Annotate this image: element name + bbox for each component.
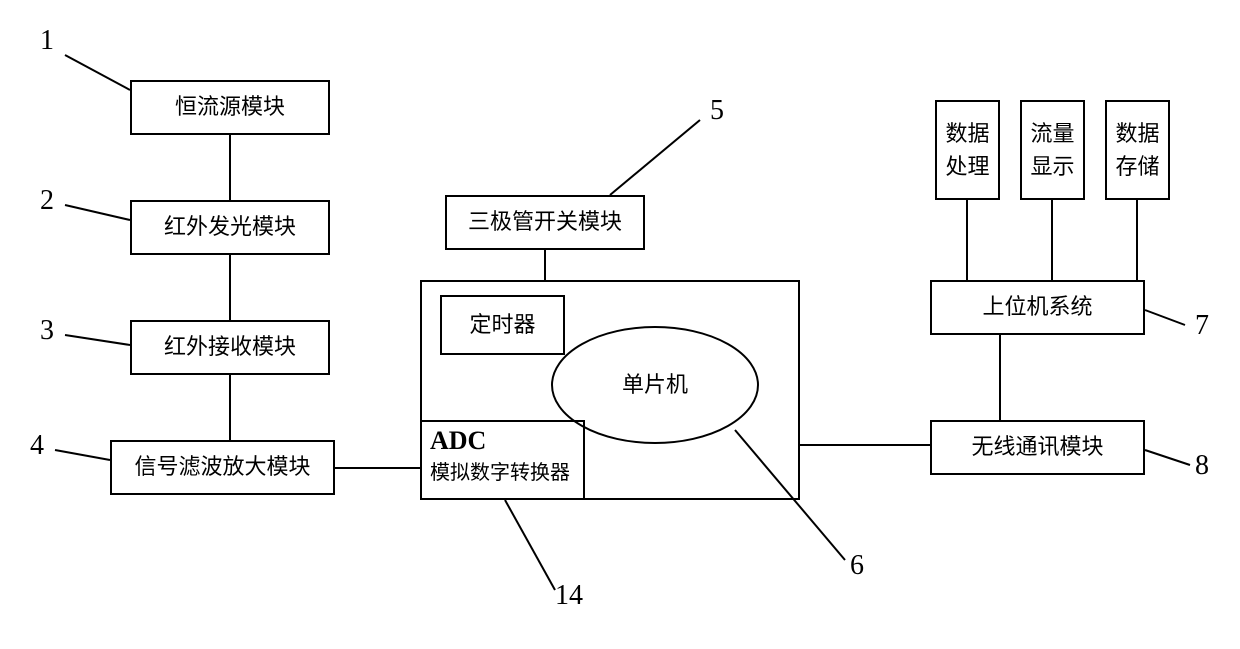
- callout-8: 8: [1195, 450, 1209, 482]
- ir-receive-label: 红外接收模块: [164, 332, 296, 363]
- flow-display-l1: 流量: [1030, 117, 1074, 150]
- callout-5: 5: [710, 95, 724, 127]
- timer-block: 定时器: [440, 295, 565, 355]
- wireless-comm-label: 无线通讯模块: [971, 432, 1103, 463]
- mcu-label: 单片机: [550, 325, 760, 445]
- transistor-switch-label: 三极管开关模块: [468, 207, 622, 238]
- callout-14: 14: [555, 580, 583, 612]
- callout-6: 6: [850, 550, 864, 582]
- host-system-label: 上位机系统: [982, 292, 1092, 323]
- data-storage-l1: 数据: [1115, 117, 1159, 150]
- data-processing: 数据 处理: [935, 100, 1000, 200]
- callout-4: 4: [30, 430, 44, 462]
- callout-2: 2: [40, 185, 54, 217]
- signal-filter-amp-module: 信号滤波放大模块: [110, 440, 335, 495]
- signal-filter-amp-label: 信号滤波放大模块: [134, 452, 310, 483]
- callout-3: 3: [40, 315, 54, 347]
- ir-emit-label: 红外发光模块: [164, 212, 296, 243]
- mcu-ellipse: 单片机: [550, 325, 760, 445]
- callout-1: 1: [40, 25, 54, 57]
- callout-7: 7: [1195, 310, 1209, 342]
- data-processing-l2: 处理: [945, 150, 989, 183]
- wireless-comm-module: 无线通讯模块: [930, 420, 1145, 475]
- adc-sub: 模拟数字转换器: [430, 456, 575, 485]
- data-storage: 数据 存储: [1105, 100, 1170, 200]
- transistor-switch-module: 三极管开关模块: [445, 195, 645, 250]
- timer-label: 定时器: [469, 310, 535, 341]
- ir-emit-module: 红外发光模块: [130, 200, 330, 255]
- constant-current-module: 恒流源模块: [130, 80, 330, 135]
- ir-receive-module: 红外接收模块: [130, 320, 330, 375]
- flow-display: 流量 显示: [1020, 100, 1085, 200]
- data-storage-l2: 存储: [1115, 150, 1159, 183]
- host-system: 上位机系统: [930, 280, 1145, 335]
- constant-current-label: 恒流源模块: [175, 92, 285, 123]
- flow-display-l2: 显示: [1030, 150, 1074, 183]
- data-processing-l1: 数据: [945, 117, 989, 150]
